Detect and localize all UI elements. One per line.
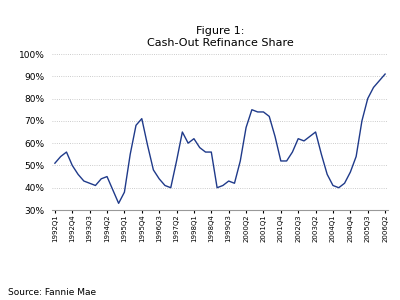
Text: Source: Fannie Mae: Source: Fannie Mae: [8, 288, 96, 297]
Title: Figure 1:
Cash-Out Refinance Share: Figure 1: Cash-Out Refinance Share: [147, 26, 293, 48]
